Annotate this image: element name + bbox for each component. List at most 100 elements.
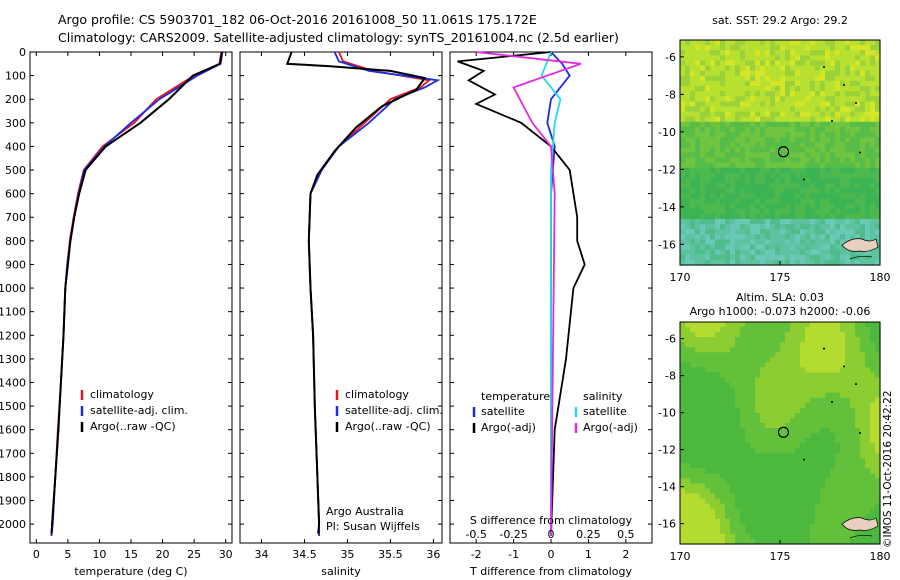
sla-map-cell bbox=[725, 367, 731, 373]
sla-map-cell bbox=[720, 523, 726, 530]
sst-map-cell bbox=[725, 157, 731, 164]
sla-map-cell bbox=[735, 362, 741, 368]
sst-map-cell bbox=[850, 147, 856, 154]
sla-map-cell bbox=[840, 417, 846, 424]
sst-map-cell bbox=[845, 86, 851, 92]
sst-map-cell bbox=[690, 254, 696, 261]
sst-map-cell bbox=[860, 91, 866, 97]
sst-map-cell bbox=[770, 249, 776, 256]
sst-map-cell bbox=[840, 208, 846, 215]
sla-map-cell bbox=[810, 488, 816, 495]
sst-map-cell bbox=[755, 126, 761, 133]
sst-map-cell bbox=[715, 65, 721, 72]
sst-map-cell bbox=[745, 203, 751, 210]
sst-map-cell bbox=[725, 224, 731, 230]
sst-map-cell bbox=[850, 132, 856, 138]
sst-map-cell bbox=[745, 101, 751, 108]
sla-map-cell bbox=[765, 498, 771, 505]
sst-map-cell bbox=[710, 224, 716, 230]
sst-map-cell bbox=[790, 147, 796, 154]
sla-map-cell bbox=[785, 377, 791, 384]
sst-map-cell bbox=[815, 101, 821, 108]
sla-map-cell bbox=[835, 539, 841, 545]
sla-map-cell bbox=[765, 503, 771, 510]
sst-map-cell bbox=[700, 137, 706, 143]
sla-map-cell bbox=[700, 498, 706, 505]
sst-map-cell bbox=[875, 45, 881, 51]
sst-map-cell bbox=[865, 219, 871, 225]
sst-map-cell bbox=[685, 147, 691, 154]
sst-map-cell bbox=[730, 259, 736, 266]
figure-title-line-2: Climatology: CARS2009. Satellite-adjuste… bbox=[58, 30, 619, 45]
sla-map-cell bbox=[705, 352, 711, 358]
sst-map-cell bbox=[820, 50, 826, 56]
sst-map-cell bbox=[720, 147, 726, 154]
sla-map-cell bbox=[700, 342, 706, 348]
sst-map-cell bbox=[800, 183, 806, 189]
sla-map-cell bbox=[805, 372, 811, 379]
sst-map-cell bbox=[825, 60, 831, 67]
sst-map-cell bbox=[815, 50, 821, 56]
sst-map-cell bbox=[760, 40, 766, 46]
sst-map-cell bbox=[790, 106, 796, 113]
sla-map-cell bbox=[680, 332, 686, 338]
sla-map-cell bbox=[860, 453, 866, 459]
sla-map-cell bbox=[720, 483, 726, 490]
sla-map-cell bbox=[870, 357, 876, 363]
figure-title-line-1: Argo profile: CS 5903701_182 06-Oct-2016… bbox=[58, 12, 537, 27]
sst-map-cell bbox=[850, 126, 856, 133]
sst-map-cell bbox=[780, 132, 786, 138]
sst-map-cell bbox=[725, 152, 731, 159]
sst-map-cell bbox=[870, 208, 876, 215]
sst-map-cell bbox=[835, 142, 841, 148]
sst-map-cell bbox=[780, 219, 786, 225]
sla-map-cell bbox=[810, 347, 816, 353]
sst-map-cell bbox=[775, 60, 781, 67]
sst-map-cell bbox=[680, 167, 686, 174]
sst-map-cell bbox=[690, 96, 696, 102]
sla-map-cell bbox=[705, 539, 711, 545]
sla-map-cell bbox=[740, 503, 746, 510]
sst-map-cell bbox=[795, 254, 801, 261]
sla-map-cell bbox=[845, 352, 851, 358]
sla-map-cell bbox=[775, 367, 781, 373]
sla-map-cell bbox=[805, 433, 811, 439]
sst-map-cell bbox=[780, 142, 786, 148]
sst-map-cell bbox=[785, 203, 791, 210]
sst-map-cell bbox=[735, 80, 741, 87]
sst-map-cell bbox=[745, 55, 751, 61]
sla-map-cell bbox=[755, 422, 761, 429]
sla-map-cell bbox=[850, 347, 856, 353]
sst-map-cell bbox=[810, 60, 816, 67]
sla-map-cell bbox=[850, 483, 856, 490]
sst-map-cell bbox=[855, 70, 861, 77]
sla-map-cell bbox=[755, 523, 761, 530]
sst-map-cell bbox=[805, 249, 811, 256]
sla-map-cell bbox=[785, 387, 791, 394]
sla-map-cell bbox=[710, 448, 716, 454]
sst-map-cell bbox=[725, 126, 731, 133]
sst-map-cell bbox=[795, 111, 801, 118]
sla-map-cell bbox=[735, 352, 741, 358]
sla-map-cell bbox=[735, 417, 741, 424]
sst-map-cell bbox=[825, 45, 831, 51]
sst-map-cell bbox=[695, 188, 701, 194]
sst-map-cell bbox=[710, 183, 716, 189]
sst-map-cell bbox=[740, 121, 746, 128]
sla-map-cell bbox=[680, 513, 686, 520]
sst-map-cell bbox=[800, 121, 806, 128]
sst-map-cell bbox=[760, 234, 766, 240]
sla-map-cell bbox=[860, 407, 866, 414]
sst-map-cell bbox=[740, 198, 746, 205]
sst-map-cell bbox=[745, 198, 751, 205]
sst-map-cell bbox=[845, 70, 851, 77]
sst-map-cell bbox=[860, 203, 866, 210]
sst-map-cell bbox=[810, 173, 816, 179]
sst-map-cell bbox=[775, 224, 781, 230]
sst-map-cell bbox=[710, 259, 716, 266]
sla-map-cell bbox=[770, 493, 776, 500]
sst-map-cell bbox=[795, 157, 801, 164]
sla-map-cell bbox=[820, 407, 826, 414]
sla-map-cell bbox=[765, 372, 771, 379]
sst-map-cell bbox=[685, 70, 691, 77]
